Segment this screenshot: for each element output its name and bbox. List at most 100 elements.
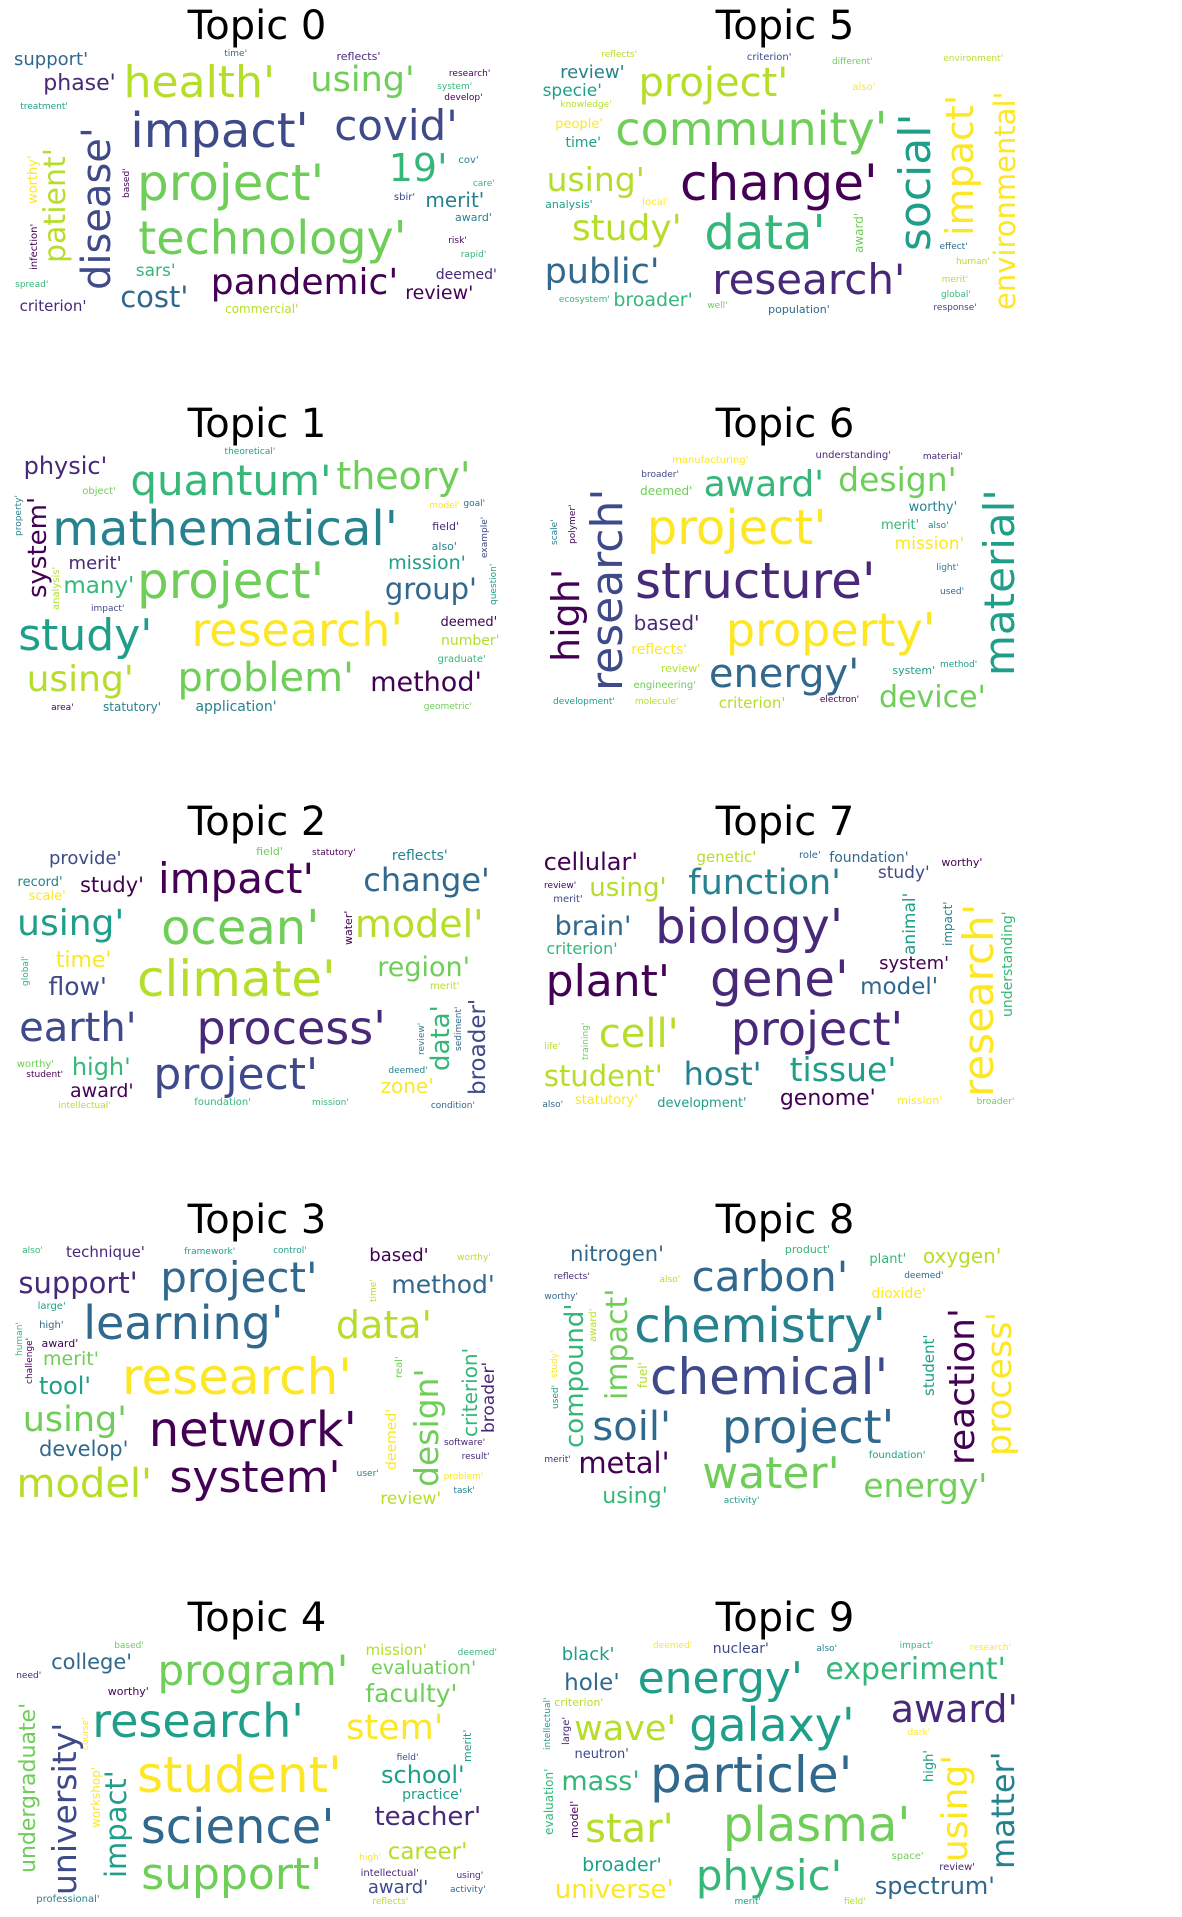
cloud-word: support' bbox=[141, 1848, 323, 1900]
cloud-word: control' bbox=[273, 1245, 307, 1256]
cloud-word: spread' bbox=[15, 279, 49, 290]
cloud-word: mission' bbox=[312, 1097, 349, 1108]
cloud-word: software' bbox=[443, 1438, 486, 1449]
cloud-word: nitrogen' bbox=[570, 1242, 664, 1267]
cloud-word: broader' bbox=[613, 289, 693, 312]
cloud-word: community' bbox=[615, 102, 888, 157]
cloud-word: specie' bbox=[542, 81, 602, 102]
cloud-word: project' bbox=[722, 1400, 895, 1455]
cloud-word: question' bbox=[489, 564, 500, 606]
topic-panel: Topic 8 chemical' chemistry' project' water'… bbox=[540, 1194, 1030, 1512]
cloud-word: develop' bbox=[444, 93, 483, 104]
cloud-word: stem' bbox=[346, 1707, 444, 1748]
cloud-word: spectrum' bbox=[874, 1871, 995, 1900]
cloud-word: project' bbox=[137, 153, 325, 212]
cloud-word: also' bbox=[22, 1246, 43, 1257]
cloud-word: need' bbox=[16, 1671, 42, 1682]
cloud-word: science' bbox=[140, 1798, 335, 1855]
cloud-word: deemed' bbox=[435, 266, 497, 283]
cloud-word: course' bbox=[80, 1717, 91, 1750]
topic-panel: Topic 9 particle' plasma' galaxy' energy' phy… bbox=[540, 1592, 1030, 1910]
cloud-word: flow' bbox=[48, 971, 107, 1001]
cloud-word: function' bbox=[688, 862, 841, 903]
cloud-word: using' bbox=[456, 1870, 484, 1881]
cloud-word: research' bbox=[191, 602, 404, 657]
cloud-word: evaluation' bbox=[541, 1768, 556, 1836]
cloud-word: using' bbox=[934, 1755, 976, 1863]
cloud-word: global' bbox=[940, 289, 971, 300]
cloud-word: method' bbox=[391, 1270, 495, 1300]
cloud-word: mission' bbox=[897, 1093, 943, 1107]
cloud-word: universe' bbox=[554, 1874, 674, 1905]
cloud-word: merit' bbox=[460, 1729, 474, 1762]
cloud-word: study' bbox=[571, 207, 682, 249]
cloud-word: fuel' bbox=[636, 1362, 651, 1389]
cloud-word: reflects' bbox=[336, 49, 381, 63]
cloud-word: biology' bbox=[655, 898, 844, 955]
cloud-word: statutory' bbox=[103, 700, 162, 715]
cloud-word: engineering' bbox=[633, 680, 697, 692]
cloud-word: zone' bbox=[380, 1073, 434, 1098]
cloud-word: material' bbox=[922, 452, 963, 463]
cloud-word: award' bbox=[890, 1686, 1018, 1731]
cloud-word: technology' bbox=[138, 211, 407, 266]
cloud-word: used' bbox=[939, 587, 965, 598]
cloud-word: study' bbox=[18, 609, 153, 661]
cloud-word: high' bbox=[359, 1853, 382, 1864]
cloud-word: application' bbox=[195, 698, 277, 715]
cloud-word: technique' bbox=[65, 1242, 145, 1261]
word-cloud: gene' biology' project' plant' research' cell… bbox=[540, 844, 1030, 1114]
cloud-word: treatment' bbox=[20, 102, 68, 113]
cloud-word: wave' bbox=[574, 1709, 677, 1750]
cloud-word: deemed' bbox=[640, 483, 693, 498]
cloud-word: environment' bbox=[943, 54, 1004, 65]
cloud-word: care' bbox=[472, 179, 495, 190]
cloud-word: reaction' bbox=[941, 1308, 983, 1466]
cloud-word: energy' bbox=[863, 1466, 988, 1506]
cloud-word: using' bbox=[310, 59, 415, 100]
cloud-word: study' bbox=[79, 873, 144, 898]
cloud-word: reflects' bbox=[601, 49, 638, 60]
cloud-word: impact' bbox=[157, 854, 315, 904]
cloud-word: example' bbox=[479, 517, 490, 559]
cloud-word: chemical' bbox=[650, 1347, 889, 1406]
cloud-word: dark' bbox=[907, 1728, 931, 1739]
cloud-word: research' bbox=[712, 255, 906, 305]
cloud-word: foundation' bbox=[868, 1450, 926, 1462]
cloud-word: dioxide' bbox=[871, 1285, 926, 1302]
cloud-word: student' bbox=[26, 1070, 64, 1081]
cloud-word: data' bbox=[335, 1302, 432, 1347]
cloud-word: number' bbox=[441, 632, 500, 649]
cloud-word: cell' bbox=[598, 1011, 679, 1058]
cloud-word: worthy' bbox=[107, 1684, 149, 1698]
cloud-word: black' bbox=[561, 1644, 615, 1666]
word-cloud: research' network' learning' system' project… bbox=[12, 1242, 502, 1512]
cloud-word: geometric' bbox=[423, 701, 472, 712]
cloud-word: activity' bbox=[723, 1495, 760, 1506]
cloud-word: review' bbox=[660, 661, 701, 675]
cloud-word: real' bbox=[394, 1356, 406, 1378]
cloud-word: rapid' bbox=[460, 249, 487, 260]
cloud-word: galaxy' bbox=[689, 1698, 855, 1753]
cloud-word: project' bbox=[153, 1049, 319, 1101]
cloud-word: review' bbox=[416, 1022, 427, 1055]
cloud-word: product' bbox=[784, 1243, 831, 1257]
cloud-word: using' bbox=[602, 1484, 668, 1510]
cloud-word: evaluation' bbox=[371, 1657, 477, 1680]
cloud-word: student' bbox=[543, 1058, 663, 1093]
cloud-word: phase' bbox=[43, 70, 116, 96]
cloud-word: risk' bbox=[448, 236, 467, 247]
cloud-word: career' bbox=[387, 1839, 468, 1866]
cloud-word: water' bbox=[342, 910, 356, 945]
cloud-word: user' bbox=[356, 1468, 379, 1479]
cloud-word: oxygen' bbox=[922, 1244, 1002, 1269]
cloud-word: deemed' bbox=[457, 1647, 497, 1658]
cloud-word: life' bbox=[544, 1042, 561, 1053]
cloud-word: commercial' bbox=[225, 302, 299, 317]
cloud-word: human' bbox=[955, 256, 990, 267]
cloud-word: 19' bbox=[388, 145, 448, 190]
cloud-word: support' bbox=[18, 1266, 138, 1301]
cloud-word: deemed' bbox=[384, 1408, 401, 1470]
cloud-word: merit' bbox=[429, 981, 460, 993]
cloud-word: device' bbox=[879, 679, 986, 715]
